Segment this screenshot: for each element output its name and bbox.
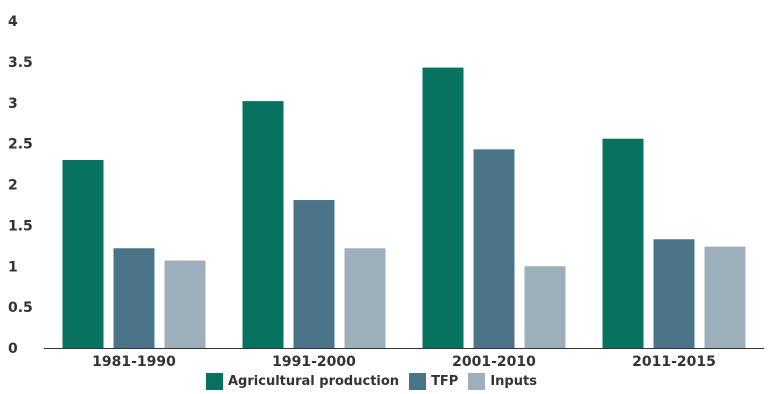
x-axis-ticks: 1981-1990 1991-2000 2001-2010 2011-2015: [92, 354, 716, 370]
legend-label-agricultural-production: Agricultural production: [228, 374, 400, 389]
bar-tfp-1981-1990: [113, 248, 155, 348]
bar-inputs-1991-2000: [344, 248, 386, 348]
legend-label-inputs: Inputs: [490, 374, 537, 389]
bar-inputs-2001-2010: [524, 266, 566, 348]
legend-item-tfp: TFP: [409, 373, 458, 390]
x-category-label: 1981-1990: [92, 354, 176, 370]
x-category-label: 2001-2010: [452, 354, 536, 370]
y-tick-label: 0.5: [8, 300, 33, 316]
y-tick-label: 0: [8, 341, 18, 357]
bar-agricultural-production-1991-2000: [242, 101, 284, 349]
y-tick-label: 1: [8, 259, 18, 275]
bar-agricultural-production-1981-1990: [62, 159, 104, 348]
y-tick-label: 4: [8, 14, 18, 30]
x-category-label: 2011-2015: [632, 354, 716, 370]
y-tick-label: 3.5: [8, 55, 33, 71]
bar-chart: 0 0.5 1 1.5 2 2.5 3 3.5 4 1981-1990 1991-2000 2001…: [8, 14, 764, 370]
y-tick-label: 1.5: [8, 218, 33, 234]
legend-swatch-agricultural-production: [206, 373, 223, 390]
bar-tfp-1991-2000: [293, 200, 335, 348]
legend-swatch-inputs: [468, 373, 486, 390]
bars: [62, 67, 746, 349]
bar-agricultural-production-2001-2010: [422, 67, 464, 348]
x-category-label: 1991-2000: [272, 354, 356, 370]
bar-inputs-2011-2015: [704, 246, 746, 348]
bar-tfp-2011-2015: [653, 239, 695, 348]
y-tick-label: 3: [8, 96, 18, 112]
legend: Agricultural production TFP Inputs: [0, 373, 771, 393]
bar-agricultural-production-2011-2015: [602, 138, 644, 348]
y-axis-ticks: 0 0.5 1 1.5 2 2.5 3 3.5 4: [8, 14, 33, 357]
legend-swatch-tfp: [409, 373, 427, 390]
legend-item-inputs: Inputs: [468, 373, 537, 390]
legend-item-agricultural-production: Agricultural production: [206, 373, 399, 390]
bar-tfp-2001-2010: [473, 149, 515, 348]
y-tick-label: 2.5: [8, 137, 33, 153]
legend-label-tfp: TFP: [431, 374, 459, 389]
y-tick-label: 2: [8, 178, 18, 194]
bar-inputs-1981-1990: [164, 260, 206, 348]
